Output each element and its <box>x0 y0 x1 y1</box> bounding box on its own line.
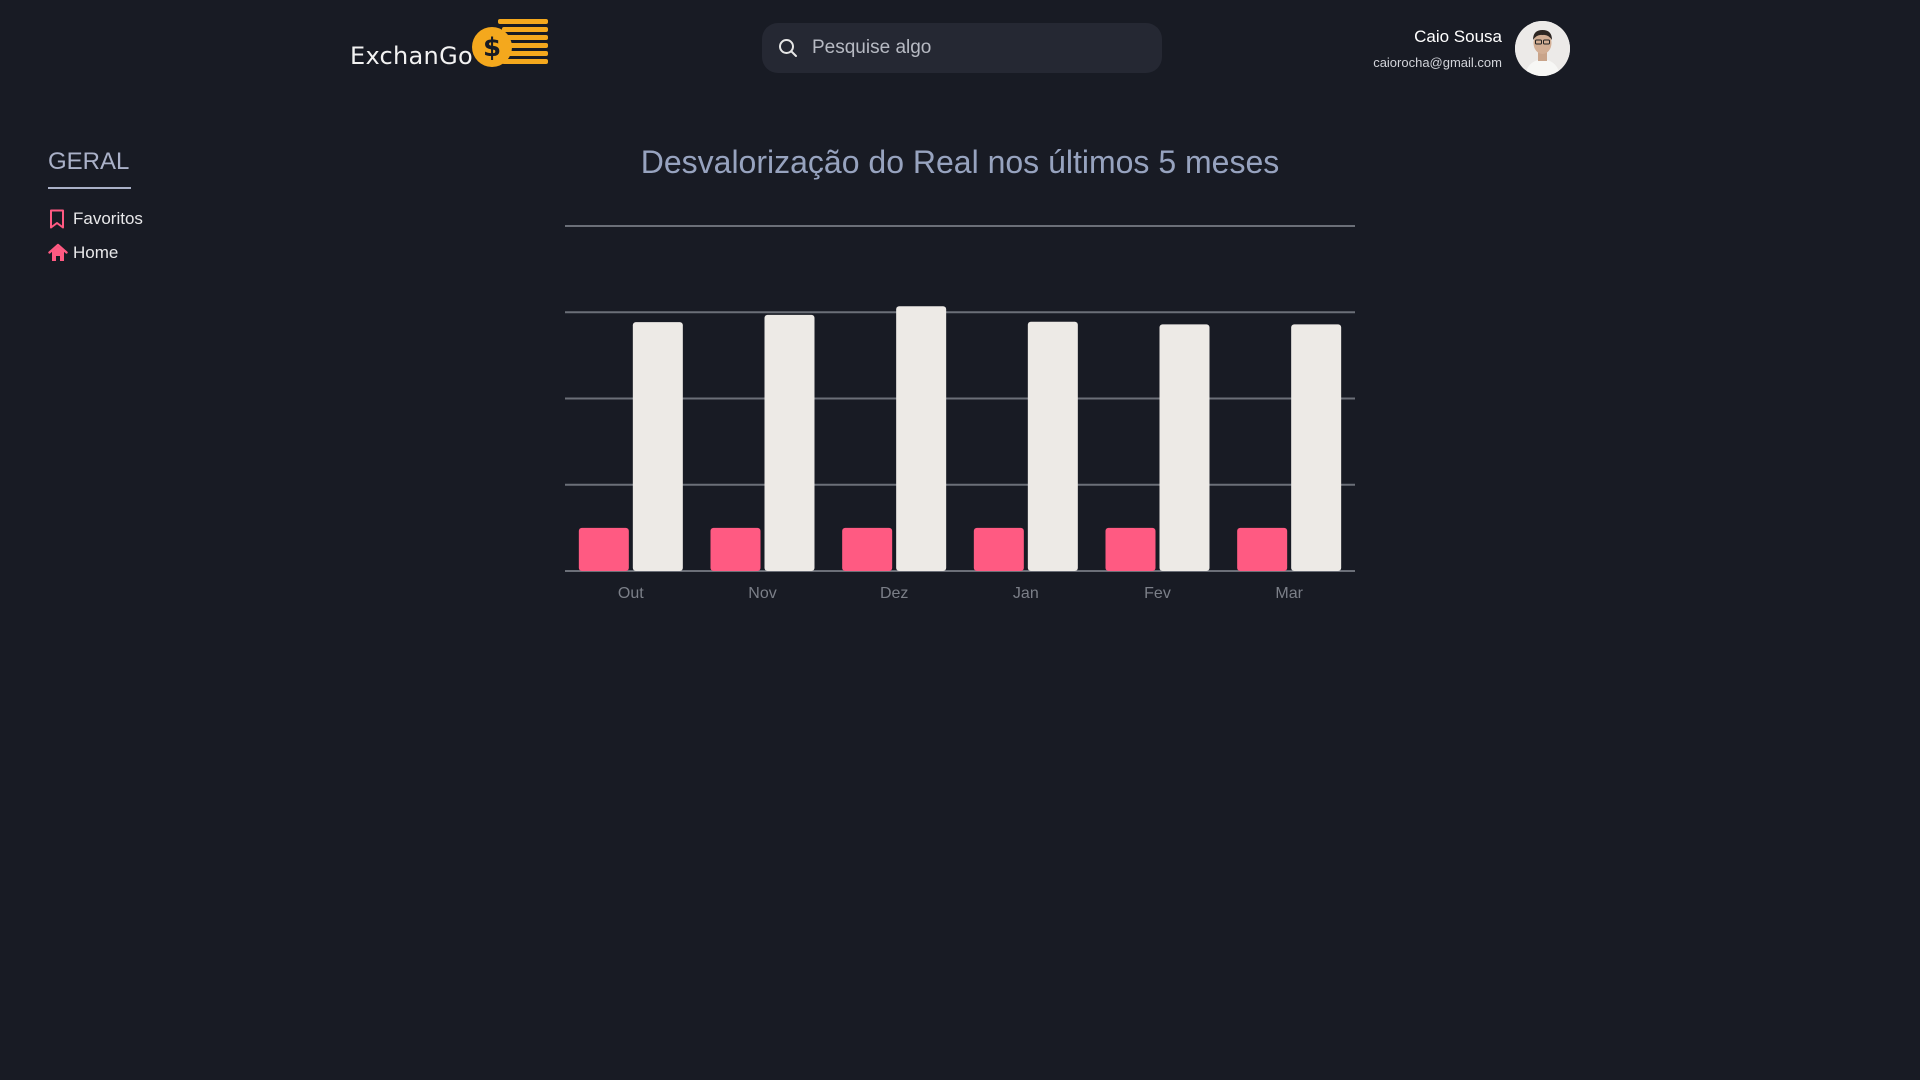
user-email: caiorocha@gmail.com <box>1373 55 1502 70</box>
chart-x-tick-label: Out <box>618 585 644 602</box>
chart-bar-series2-jan[interactable] <box>1027 321 1078 571</box>
chart-title: Desvalorização do Real nos últimos 5 mes… <box>640 144 1280 180</box>
chart-x-tick-label: Mar <box>1275 585 1303 602</box>
chart-bar-series1-jan[interactable] <box>973 527 1024 571</box>
sidebar-section-title: GERAL <box>48 148 130 175</box>
chart-x-tick-label: Dez <box>880 585 908 602</box>
user-name: Caio Sousa <box>1414 27 1502 46</box>
chart-x-tick-label: Fev <box>1144 585 1171 602</box>
logo-dollar-sign: $ <box>483 33 501 63</box>
app-logo[interactable]: ExchanGo $ <box>350 16 555 72</box>
sidebar-item-label: Home <box>73 243 119 262</box>
chart-bar-series1-fev[interactable] <box>1105 527 1156 571</box>
chart-bar-series1-dez[interactable] <box>842 527 893 571</box>
chart-bar-series1-out[interactable] <box>578 527 629 571</box>
logo-text: ExchanGo <box>350 42 473 70</box>
home-icon <box>48 243 68 263</box>
chart-bar-series1-nov[interactable] <box>710 527 761 571</box>
user-avatar-icon <box>1515 21 1570 76</box>
sidebar-title-underline <box>48 187 131 189</box>
chart-bar-series2-nov[interactable] <box>764 314 815 571</box>
search-bar[interactable] <box>762 23 1162 73</box>
chart-bar-series1-mar[interactable] <box>1237 527 1288 571</box>
avatar[interactable] <box>1515 21 1570 76</box>
search-input[interactable] <box>810 36 1144 60</box>
chart-bar-series2-fev[interactable] <box>1159 324 1210 571</box>
bar-chart: Out Nov Dez Jan Fev Mar <box>565 225 1355 602</box>
sidebar-item-favoritos[interactable]: Favoritos <box>48 209 143 229</box>
sidebar-item-home[interactable]: Home <box>48 243 118 263</box>
bookmark-icon <box>48 209 68 229</box>
sidebar-item-label: Favoritos <box>73 209 143 228</box>
chart-bar-series2-out[interactable] <box>632 322 683 571</box>
chart-bar-series2-mar[interactable] <box>1291 324 1342 571</box>
chart-bar-series2-dez[interactable] <box>896 306 947 571</box>
chart-x-tick-label: Jan <box>1013 585 1039 602</box>
coins-icon: $ <box>472 19 548 67</box>
chart-x-tick-label: Nov <box>748 585 776 602</box>
search-icon <box>778 37 800 59</box>
